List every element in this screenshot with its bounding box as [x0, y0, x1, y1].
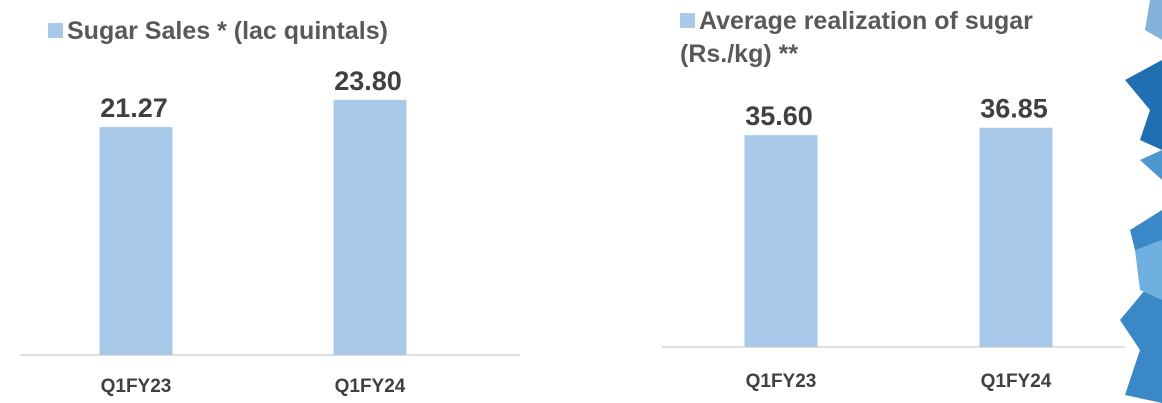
legend-label: Sugar Sales * (lac quintals) — [67, 17, 388, 45]
x-tick-label: Q1FY24 — [981, 371, 1052, 392]
bar — [333, 99, 407, 355]
bar — [744, 135, 818, 347]
legend: Sugar Sales * (lac quintals) — [48, 15, 508, 48]
x-tick-label: Q1FY24 — [335, 376, 406, 397]
bar — [99, 126, 173, 356]
data-label: 21.27 — [100, 93, 168, 123]
data-label: 23.80 — [334, 66, 402, 96]
data-label: 35.60 — [745, 101, 813, 131]
data-label: 36.85 — [980, 94, 1048, 124]
legend-swatch — [48, 23, 63, 38]
legend-label: Average realization of sugar (Rs./kg) ** — [680, 7, 1033, 68]
x-tick-label: Q1FY23 — [101, 376, 172, 397]
decoration — [1120, 0, 1162, 403]
bar — [979, 127, 1053, 348]
legend-swatch — [680, 13, 695, 28]
legend: Average realization of sugar (Rs./kg) ** — [680, 5, 1130, 71]
x-tick-label: Q1FY23 — [746, 371, 817, 392]
